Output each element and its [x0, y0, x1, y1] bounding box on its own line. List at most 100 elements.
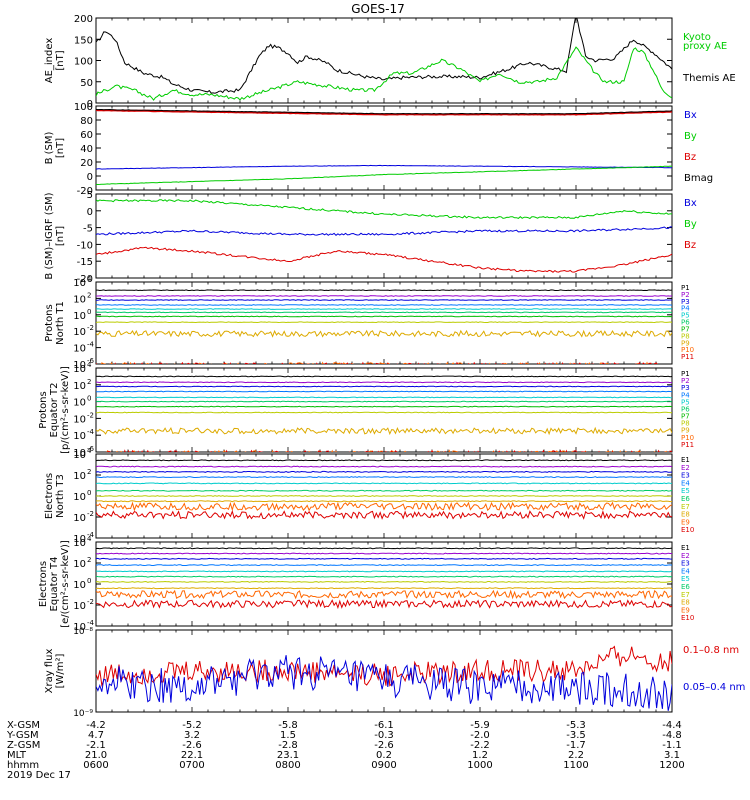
- y-tick-exponent: 0: [87, 489, 91, 497]
- ephemeris-value: 1100: [563, 760, 588, 771]
- ephemeris-value: 1.2: [472, 750, 488, 761]
- y-tick-exponent: -4: [87, 341, 95, 349]
- channel-line: [96, 390, 672, 393]
- panel-2: -20 0 20 40 60 80 100 B (SM)[nT] Bx By Bz Bmag: [44, 102, 713, 197]
- ephemeris-value: 3.1: [664, 750, 680, 761]
- ephemeris-value: 0600: [83, 760, 108, 771]
- channel-line: [96, 385, 672, 388]
- y-tick-label: 40: [80, 144, 93, 155]
- ephemeris-label: 2019 Dec 17: [7, 770, 71, 781]
- series-line: [96, 18, 672, 94]
- y-axis-label-line: North T1: [55, 301, 66, 345]
- legend-entry: P4: [681, 305, 690, 313]
- channel-line: [96, 495, 672, 497]
- ephemeris-value: -5.9: [470, 720, 490, 731]
- channel-line: [96, 589, 672, 600]
- channel-line: [96, 509, 672, 520]
- y-tick-label: 10: [73, 580, 86, 591]
- panel-frame: [95, 541, 673, 627]
- panel-8: 10⁻⁸ 10⁻⁹ Xray flux[W/m²] 0.1–0.8 nm 0.05–0.…: [44, 627, 745, 719]
- y-tick-exponent: 0: [87, 395, 91, 403]
- ephemeris-value: 1000: [467, 760, 492, 771]
- y-tick-label: 60: [80, 130, 93, 141]
- channel-line: [96, 570, 672, 573]
- y-tick-label: 10⁻⁸: [73, 627, 93, 637]
- legend-entry: E2: [681, 464, 690, 472]
- legend-entry: P9: [681, 427, 690, 435]
- channel-line: [96, 470, 672, 473]
- channel-line: [96, 587, 672, 590]
- channel-line: [96, 598, 672, 610]
- y-tick-exponent: -6: [87, 357, 95, 365]
- y-tick-label: -10: [77, 240, 93, 251]
- legend-entry: E7: [681, 503, 690, 511]
- y-tick-label: -20: [77, 186, 93, 197]
- legend-entry: E5: [681, 575, 690, 583]
- y-tick-exponent: 0: [87, 577, 91, 585]
- panel-frame: [95, 105, 673, 191]
- y-axis-label: ElectronsEquator T4[e/(cm²-s-sr-keV)]: [38, 540, 71, 628]
- channel-line: [96, 465, 672, 468]
- legend-entry: E9: [681, 518, 690, 526]
- legend-entry: By: [684, 131, 697, 142]
- channel-line: [96, 476, 672, 479]
- y-tick-label: 10: [73, 294, 86, 305]
- legend-entry: E6: [681, 495, 690, 503]
- channel-line: [96, 426, 672, 436]
- legend-entry: E8: [681, 511, 690, 519]
- y-tick-label: 10: [73, 601, 86, 612]
- y-tick-exponent: -6: [87, 445, 95, 453]
- legend-entry: P7: [681, 325, 690, 333]
- ephemeris-value: -6.1: [374, 720, 394, 731]
- legend-entry: P11: [681, 353, 694, 361]
- channel-line: [106, 449, 672, 452]
- y-tick-exponent: -2: [87, 510, 94, 518]
- y-tick-label: 10: [73, 364, 86, 375]
- legend-entry: P7: [681, 413, 690, 421]
- ephemeris-value: -2.6: [374, 740, 394, 751]
- ephemeris-value: 22.1: [181, 750, 203, 761]
- ephemeris-value: -5.3: [566, 720, 586, 731]
- y-tick-label: -20: [77, 274, 93, 285]
- ephemeris-value: -4.8: [662, 730, 682, 741]
- y-tick-exponent: -2: [87, 598, 94, 606]
- y-tick-label: 10: [73, 450, 86, 461]
- ephemeris-value: 0700: [179, 760, 204, 771]
- channel-line: [96, 295, 672, 297]
- y-tick-exponent: 4: [87, 275, 92, 283]
- y-tick-label: 10: [73, 360, 86, 371]
- legend-entry: P4: [681, 391, 690, 399]
- channel-line: [96, 375, 672, 378]
- legend-entry: Bx: [684, 110, 697, 121]
- channel-line: [96, 289, 672, 292]
- legend-entry: E10: [681, 526, 694, 534]
- ephemeris-value: -1.7: [566, 740, 586, 751]
- legend-entry: Bx: [684, 198, 697, 209]
- ephemeris-value: -5.2: [182, 720, 202, 731]
- ephemeris-value: -3.5: [566, 730, 586, 741]
- y-tick-label: 0: [87, 99, 93, 110]
- y-tick-exponent: 4: [87, 535, 92, 543]
- panel-3: -20 -15 -10 -5 0 5 B (SM)–IGRF (SM)[nT] Bx By Bz: [44, 190, 697, 285]
- legend-entry: P3: [681, 298, 690, 306]
- ephemeris-value: 4.7: [88, 730, 104, 741]
- ephemeris-value: 3.2: [184, 730, 200, 741]
- series-line: [96, 645, 672, 687]
- y-axis-label-line: [nT]: [55, 138, 66, 158]
- y-axis-label-line: Xray flux: [44, 649, 55, 694]
- series-line: [96, 164, 672, 170]
- y-tick-label: 200: [74, 14, 93, 25]
- y-axis-label: AE_index[nT]: [44, 38, 66, 84]
- y-tick-label: 10: [73, 414, 86, 425]
- y-tick-label: 20: [80, 158, 93, 169]
- panel-frame: [95, 281, 673, 365]
- legend-entry: P1: [681, 284, 690, 292]
- series-line: [96, 199, 672, 220]
- y-tick-exponent: -4: [87, 619, 95, 627]
- channel-line: [96, 400, 672, 403]
- y-axis-label-line: [nT]: [55, 226, 66, 246]
